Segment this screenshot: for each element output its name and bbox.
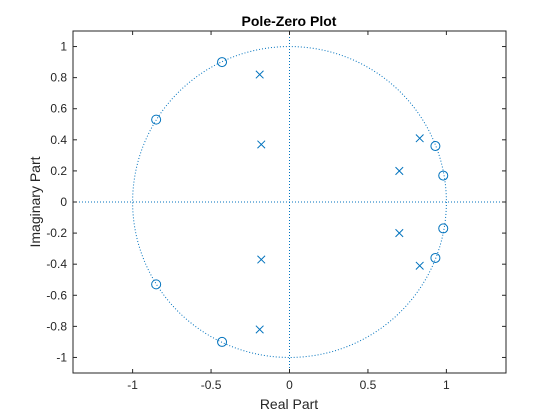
x-tick-label: 0 xyxy=(286,378,293,392)
y-tick-label: -0.6 xyxy=(46,288,67,302)
zero-marker xyxy=(217,336,228,347)
pole-marker xyxy=(395,228,404,238)
x-tick-label: 1 xyxy=(443,378,450,392)
zero-marker xyxy=(430,141,441,152)
y-axis-ticks: -1 -0.8 -0.6 -0.4 -0.2 0 0.2 0.4 0.6 0.8 1 xyxy=(46,40,506,364)
zero-marker xyxy=(151,114,162,125)
zero-marker xyxy=(438,170,449,181)
x-tick-label: 0.5 xyxy=(360,378,377,392)
pole-marker xyxy=(255,325,264,334)
x-axis-label: Real Part xyxy=(260,396,318,412)
y-tick-label: 0 xyxy=(60,195,67,209)
zero-marker xyxy=(438,223,449,234)
y-tick-label: -0.8 xyxy=(46,319,67,333)
y-tick-label: -1 xyxy=(56,350,67,364)
zero-marker xyxy=(217,57,228,68)
y-tick-label: 0.2 xyxy=(50,164,67,178)
chart-title: Pole-Zero Plot xyxy=(242,13,337,29)
y-tick-label: -0.2 xyxy=(46,226,67,240)
y-tick-label: 0.6 xyxy=(50,102,67,116)
pole-marker xyxy=(257,140,266,149)
x-tick-label: -0.5 xyxy=(201,378,222,392)
pole-marker xyxy=(415,134,424,143)
y-tick-label: 1 xyxy=(60,40,67,54)
pole-marker xyxy=(255,70,264,79)
pole-marker xyxy=(257,255,266,264)
zero-marker xyxy=(430,252,441,263)
pole-marker xyxy=(415,261,424,270)
x-tick-label: -1 xyxy=(127,378,138,392)
y-tick-label: 0.8 xyxy=(50,71,67,85)
pole-marker xyxy=(395,166,404,176)
reference-lines xyxy=(73,31,506,373)
y-axis-label: Imaginary Part xyxy=(27,156,43,247)
pole-zero-markers xyxy=(151,57,449,347)
y-tick-label: 0.4 xyxy=(50,133,67,147)
x-axis-ticks: -1 -0.5 0 0.5 1 xyxy=(127,31,450,392)
plot-area: -1 -0.5 0 0.5 1 -1 -0.8 -0.6 -0.4 -0.2 0 0.2 0.4 0.6… xyxy=(46,30,507,392)
y-tick-label: -0.4 xyxy=(46,257,67,271)
zero-marker xyxy=(151,279,162,290)
